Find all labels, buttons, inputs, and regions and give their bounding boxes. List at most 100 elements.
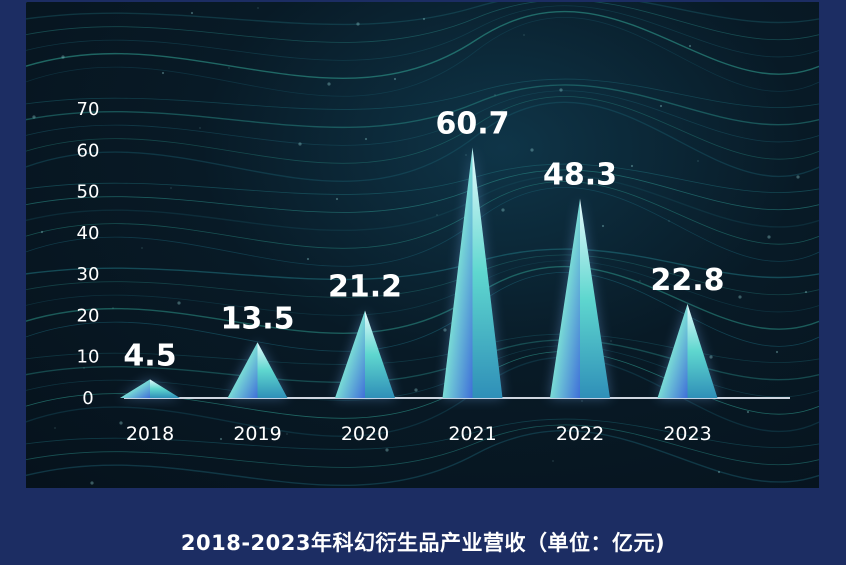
background-star xyxy=(219,437,223,441)
background-star xyxy=(436,214,438,216)
bar-left-face xyxy=(227,342,258,398)
background-star xyxy=(688,44,692,48)
background-star xyxy=(501,208,505,212)
background-streak xyxy=(26,163,819,195)
bar-right-face xyxy=(580,198,610,398)
background-streak xyxy=(26,430,819,487)
background-star xyxy=(796,175,800,179)
background-streak xyxy=(26,78,819,110)
y-tick-label: 70 xyxy=(77,99,100,120)
background-star xyxy=(61,55,65,59)
background-star xyxy=(190,11,194,15)
background-star xyxy=(443,328,447,332)
background-star xyxy=(356,22,360,26)
data-label: 21.2 xyxy=(328,269,402,304)
background-star xyxy=(639,280,641,282)
bar-2022 xyxy=(550,198,610,398)
background-star xyxy=(90,481,94,485)
bar-left-face xyxy=(442,147,473,398)
background-star xyxy=(746,410,750,414)
background-star xyxy=(83,367,85,369)
background-streak xyxy=(26,10,819,80)
background-streak xyxy=(26,424,819,468)
y-tick-label: 30 xyxy=(77,264,100,285)
background-star xyxy=(385,448,389,452)
bar-right-face xyxy=(472,147,503,398)
data-label: 22.8 xyxy=(650,263,724,298)
bar-right-face xyxy=(365,310,395,398)
y-tick-label: 40 xyxy=(77,223,100,244)
x-tick-label: 2021 xyxy=(448,423,496,445)
x-tick-label: 2020 xyxy=(341,423,389,445)
background-star xyxy=(523,34,525,36)
background-streaks xyxy=(26,2,819,487)
y-tick-label: 50 xyxy=(77,182,100,203)
background-star xyxy=(530,148,534,152)
background-star xyxy=(668,220,670,222)
background-star xyxy=(767,235,771,239)
bar-right-face xyxy=(150,379,180,398)
background-star xyxy=(697,160,699,162)
background-star xyxy=(286,433,288,435)
background-star xyxy=(581,400,583,402)
background-star xyxy=(738,295,742,299)
background-star xyxy=(775,350,779,354)
value-labels: 4.5 13.5 21.2 60.7 48.3 22.8 xyxy=(123,106,724,373)
background-streak xyxy=(26,96,819,164)
background-star xyxy=(148,361,152,365)
background-streak xyxy=(26,17,819,97)
background-star xyxy=(393,77,397,81)
y-axis: 0 10 20 30 40 50 60 70 xyxy=(77,99,100,409)
y-tick-label: 60 xyxy=(77,140,100,161)
background-star xyxy=(717,470,721,474)
background-star xyxy=(32,115,36,119)
background-star xyxy=(465,154,467,156)
bar-left-face xyxy=(120,379,150,398)
bar-left-face xyxy=(657,303,688,398)
chart-panel: 0 10 20 30 40 50 60 70 2018 2019 2020 2021 2022 2023… xyxy=(26,2,819,488)
background-streak xyxy=(26,84,819,129)
background-star xyxy=(610,340,612,342)
background-star xyxy=(559,88,563,92)
bar-2018 xyxy=(120,379,180,398)
background-star xyxy=(414,388,418,392)
data-label: 13.5 xyxy=(220,301,294,336)
background-star xyxy=(177,301,181,305)
background-streak xyxy=(26,169,819,213)
background-streak xyxy=(26,90,819,146)
background-star xyxy=(170,187,172,189)
x-tick-label: 2018 xyxy=(126,423,174,445)
background-streak xyxy=(26,187,819,267)
background-streak xyxy=(26,2,819,43)
background-star xyxy=(54,427,56,429)
bar-2020 xyxy=(335,310,395,398)
y-tick-label: 0 xyxy=(82,388,93,409)
bar-right-face xyxy=(257,342,288,398)
bars xyxy=(120,147,718,398)
y-tick-label: 10 xyxy=(77,347,100,368)
background-star xyxy=(804,290,808,294)
chart-caption: 2018-2023年科幻衍生品产业营收（单位：亿元) xyxy=(180,531,666,555)
background-star xyxy=(327,82,331,86)
x-tick-label: 2022 xyxy=(556,423,604,445)
revenue-chart: 0 10 20 30 40 50 60 70 2018 2019 2020 2021 2022 2023… xyxy=(26,2,819,487)
background-star xyxy=(335,197,339,201)
bar-right-face xyxy=(687,303,718,398)
background-star xyxy=(601,224,605,228)
data-label: 60.7 xyxy=(435,106,509,141)
background-streak xyxy=(26,418,819,450)
background-streak xyxy=(26,5,819,61)
background-star xyxy=(161,71,165,75)
background-streak xyxy=(26,2,819,26)
x-axis: 2018 2019 2020 2021 2022 2023 xyxy=(126,423,712,445)
background-streak xyxy=(26,101,819,182)
background-star xyxy=(40,230,44,234)
background-star xyxy=(257,7,259,9)
y-tick-label: 20 xyxy=(77,305,100,326)
bar-2023 xyxy=(657,303,718,398)
data-label: 48.3 xyxy=(543,158,617,193)
background-star xyxy=(659,104,663,108)
background-star xyxy=(26,2,27,3)
background-star xyxy=(119,421,123,425)
background-star xyxy=(494,94,496,96)
